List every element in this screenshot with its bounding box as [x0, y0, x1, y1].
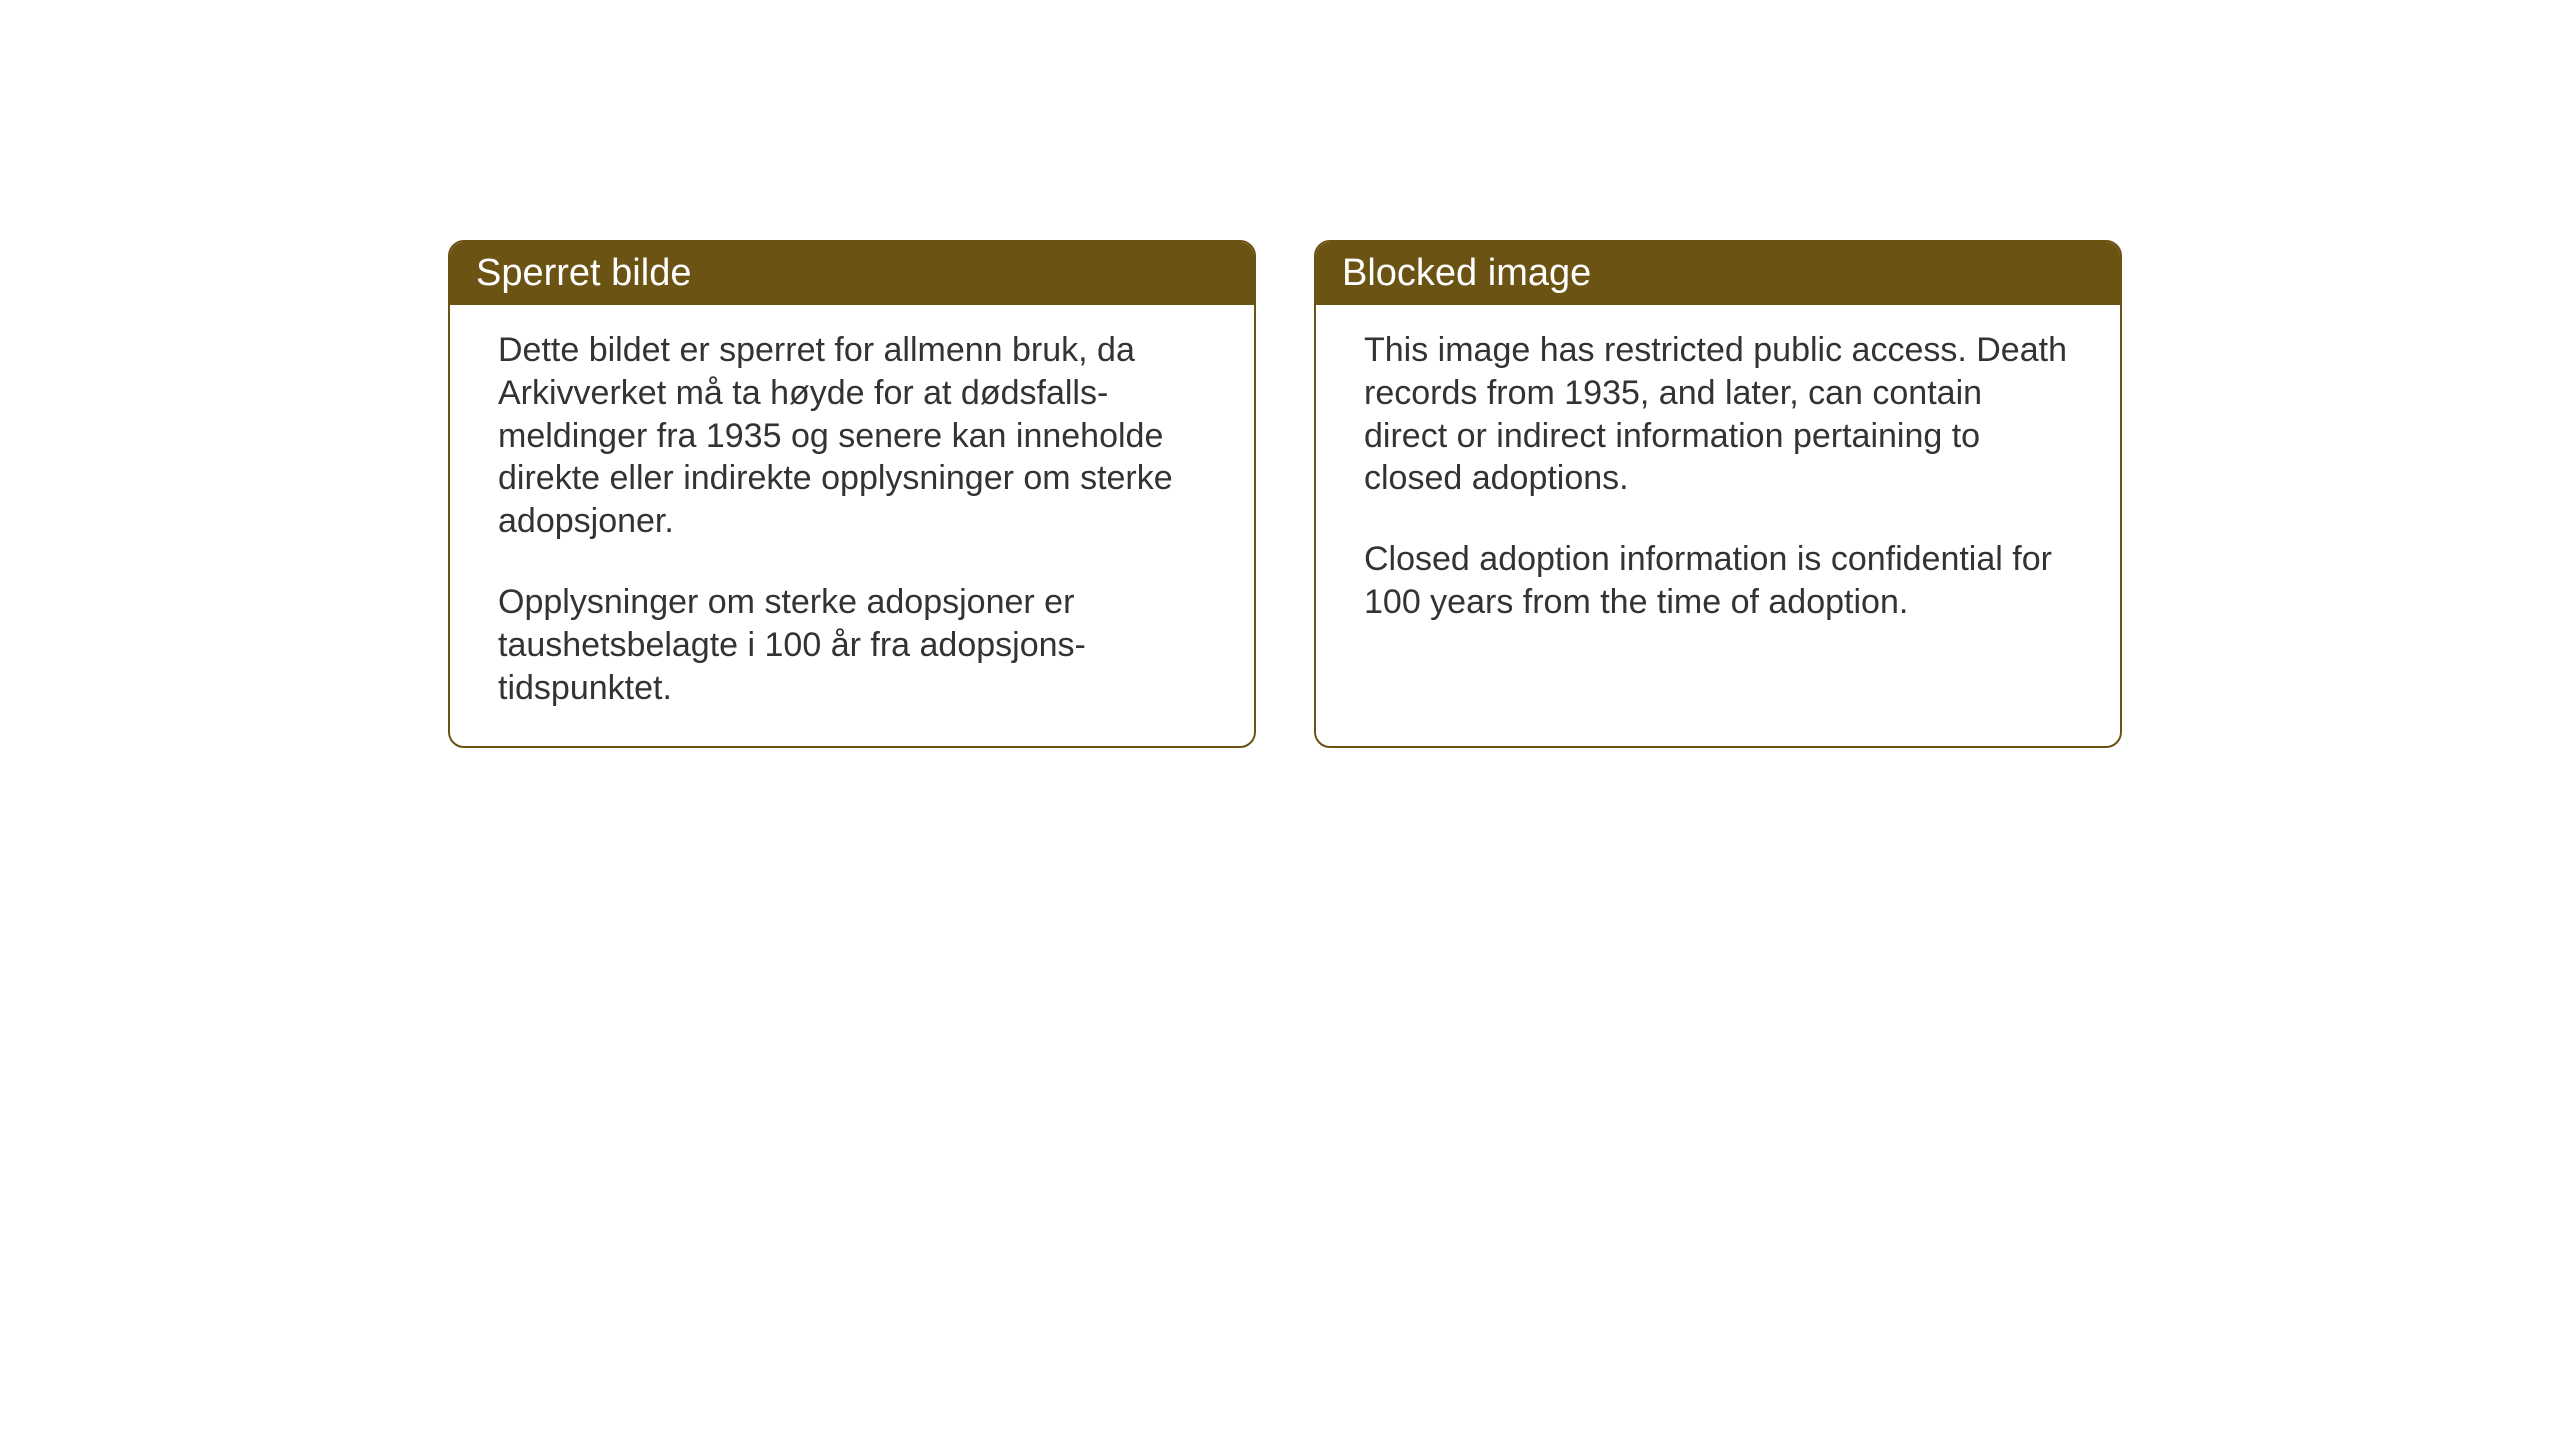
- notice-paragraph-1-norwegian: Dette bildet er sperret for allmenn bruk…: [498, 329, 1206, 543]
- notice-title-norwegian: Sperret bilde: [476, 252, 691, 294]
- notice-paragraph-2-norwegian: Opplysninger om sterke adopsjoner er tau…: [498, 581, 1206, 709]
- notice-body-english: This image has restricted public access.…: [1316, 305, 2120, 660]
- notice-header-english: Blocked image: [1316, 242, 2120, 305]
- notice-paragraph-2-english: Closed adoption information is confident…: [1364, 538, 2072, 624]
- notice-box-english: Blocked image This image has restricted …: [1314, 240, 2122, 748]
- notice-box-norwegian: Sperret bilde Dette bildet er sperret fo…: [448, 240, 1256, 748]
- notice-container: Sperret bilde Dette bildet er sperret fo…: [448, 240, 2122, 748]
- notice-header-norwegian: Sperret bilde: [450, 242, 1254, 305]
- notice-paragraph-1-english: This image has restricted public access.…: [1364, 329, 2072, 500]
- notice-title-english: Blocked image: [1342, 252, 1591, 294]
- notice-body-norwegian: Dette bildet er sperret for allmenn bruk…: [450, 305, 1254, 746]
